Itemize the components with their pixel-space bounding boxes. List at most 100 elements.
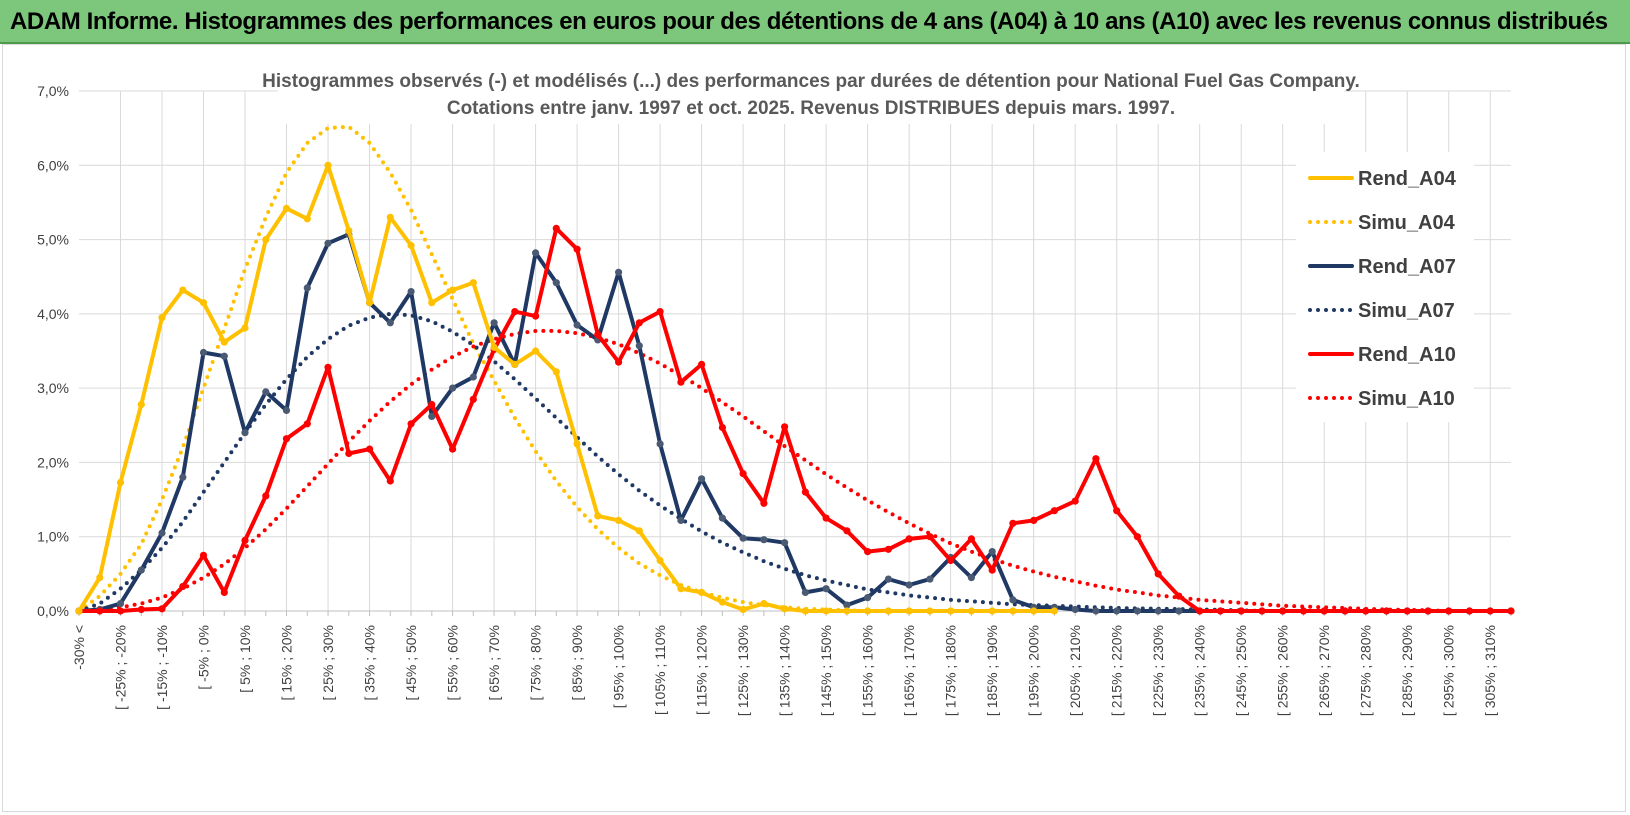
- legend-backdrop: [1296, 152, 1474, 422]
- data-point: [469, 373, 477, 381]
- series-simu-a07: [77, 311, 1264, 613]
- data-point: [386, 477, 394, 485]
- data-point: [781, 539, 789, 547]
- x-tick-label: [ 235% ; 240%: [1192, 625, 1208, 716]
- data-point: [158, 605, 166, 613]
- data-point: [407, 420, 415, 428]
- series-layer: [75, 124, 1515, 615]
- x-tick-label: [ 245% ; 250%: [1233, 625, 1249, 716]
- data-point: [781, 423, 789, 431]
- y-tick-label: 0,0%: [37, 603, 69, 619]
- data-point: [926, 607, 934, 615]
- data-point: [822, 607, 830, 615]
- data-point: [303, 420, 311, 428]
- data-point: [1320, 607, 1328, 615]
- y-tick-label: 3,0%: [37, 380, 69, 396]
- x-tick-label: -30% <: [71, 625, 87, 670]
- data-point: [511, 308, 519, 316]
- data-point: [905, 607, 913, 615]
- data-point: [573, 321, 581, 329]
- data-point: [1216, 607, 1224, 615]
- data-point: [116, 600, 125, 608]
- y-tick-label: 7,0%: [37, 83, 69, 99]
- x-tick-label: [ 15% ; 20%: [279, 625, 295, 701]
- data-point: [407, 288, 415, 296]
- data-point: [449, 445, 457, 453]
- data-point: [739, 534, 747, 542]
- data-point: [594, 331, 602, 339]
- data-point: [1424, 607, 1432, 615]
- data-point: [677, 378, 685, 386]
- data-point: [864, 594, 872, 602]
- x-tick-label: [ 85% ; 90%: [569, 625, 585, 701]
- data-point: [552, 368, 560, 376]
- data-point: [656, 440, 664, 448]
- data-point: [1175, 607, 1183, 615]
- data-point: [428, 412, 436, 420]
- data-point: [884, 607, 893, 615]
- data-point: [988, 566, 996, 574]
- data-point: [656, 556, 664, 565]
- x-tick-label: [ 35% ; 40%: [362, 625, 378, 701]
- data-point: [1403, 607, 1411, 615]
- legend-label: Simu_A07: [1358, 300, 1455, 322]
- legend-item: Rend_A07: [1308, 256, 1456, 278]
- x-tick-label: [ 135% ; 140%: [777, 625, 793, 716]
- legend-label: Simu_A10: [1358, 388, 1455, 410]
- x-tick-label: [ 125% ; 130%: [735, 625, 751, 716]
- data-point: [199, 299, 208, 307]
- data-point: [1133, 607, 1141, 615]
- data-point: [241, 536, 249, 545]
- data-point: [532, 312, 540, 320]
- data-point: [760, 600, 768, 608]
- data-point: [137, 566, 145, 574]
- data-point: [760, 499, 768, 507]
- data-point: [1113, 607, 1121, 615]
- data-point: [718, 598, 727, 606]
- data-point: [262, 236, 270, 244]
- x-tick-label: [ 215% ; 220%: [1109, 625, 1125, 716]
- series-line: [77, 124, 1057, 613]
- data-point: [199, 551, 208, 559]
- series-simu-a10: [77, 328, 1451, 613]
- series-rend-a04: [75, 161, 1058, 615]
- data-point: [760, 536, 768, 544]
- data-point: [469, 395, 477, 403]
- data-point: [1299, 607, 1308, 615]
- series-line: [77, 226, 1513, 613]
- data-point: [116, 607, 125, 615]
- data-point: [220, 352, 228, 360]
- legend: Rend_A04 Simu_A04 Rend_A07 Simu_A07 Rend_A10…: [1296, 152, 1474, 422]
- chart-titles: Histogrammes observés (-) et modélisés (…: [262, 64, 1360, 124]
- data-point: [635, 319, 643, 327]
- data-point: [1030, 516, 1038, 525]
- data-point: [884, 545, 893, 553]
- data-point: [781, 605, 789, 613]
- x-tick-label: [ 275% ; 280%: [1358, 625, 1374, 716]
- data-point: [718, 514, 727, 522]
- data-point: [490, 319, 498, 327]
- x-tick-label: [ 265% ; 270%: [1316, 625, 1332, 716]
- data-point: [1465, 607, 1474, 615]
- data-point: [366, 445, 374, 453]
- x-tick-label: [ 165% ; 170%: [901, 625, 917, 716]
- data-point: [1030, 607, 1038, 615]
- data-point: [594, 512, 602, 520]
- data-point: [345, 449, 353, 458]
- data-point: [303, 284, 311, 292]
- data-point: [262, 492, 270, 500]
- legend-item: Rend_A10: [1308, 344, 1456, 366]
- legend-item: Simu_A10: [1308, 388, 1455, 410]
- data-point: [220, 588, 228, 597]
- legend-item: Simu_A04: [1308, 212, 1456, 234]
- x-tick-label: [ 195% ; 200%: [1026, 625, 1042, 716]
- x-tick-label: [ -15% ; -10%: [154, 625, 170, 710]
- data-point: [573, 245, 581, 253]
- data-point: [843, 527, 851, 535]
- data-point: [366, 299, 374, 307]
- data-point: [407, 241, 415, 250]
- series-line: [77, 328, 1451, 613]
- data-point: [1071, 497, 1079, 505]
- data-point: [635, 342, 643, 350]
- data-point: [739, 470, 747, 478]
